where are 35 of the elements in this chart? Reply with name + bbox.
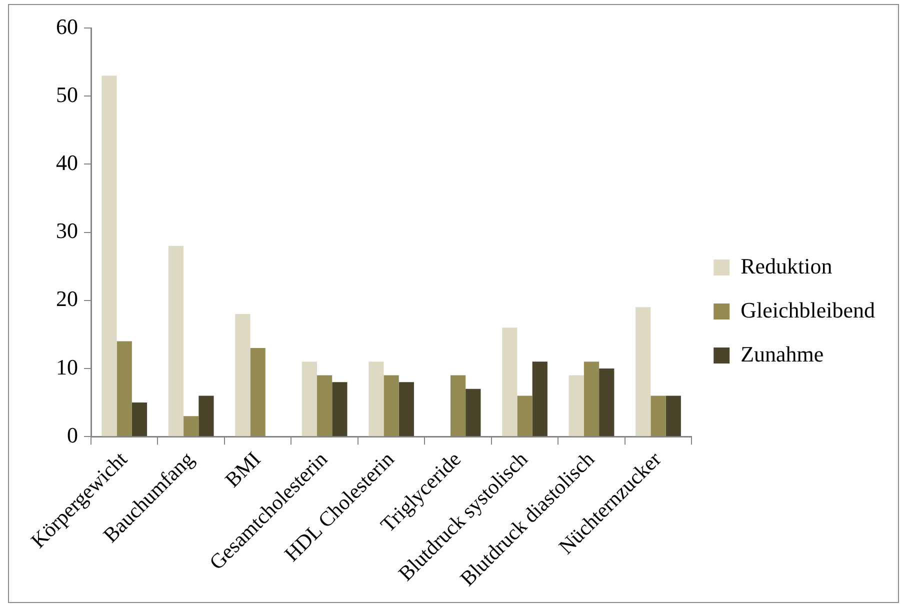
y-tick-label: 30: [56, 218, 78, 244]
y-tick-label: 20: [56, 286, 78, 312]
bar: [450, 375, 466, 436]
bar: [466, 388, 481, 436]
bar: [368, 362, 384, 436]
bar: [250, 348, 266, 436]
bar: [599, 368, 614, 436]
y-tick-label: 60: [56, 14, 78, 39]
bar: [184, 416, 199, 436]
y-tick-label: 50: [56, 82, 78, 107]
bar: [116, 341, 132, 436]
bar: [532, 362, 548, 436]
bar: [398, 382, 414, 436]
bar: [102, 76, 117, 436]
legend-label: Zunahme: [740, 341, 824, 366]
bar: [332, 382, 348, 436]
y-tick-label: 10: [56, 354, 78, 380]
bar: [235, 314, 250, 436]
bar: [636, 307, 651, 436]
bar: [568, 375, 584, 436]
bar: [384, 375, 399, 436]
bar: [132, 402, 148, 436]
bar: [666, 396, 681, 436]
bar: [168, 246, 184, 436]
legend-label: Reduktion: [740, 253, 832, 278]
bar: [198, 396, 214, 436]
bar: [517, 396, 532, 436]
bar: [502, 328, 518, 436]
bar: [317, 375, 332, 436]
bar: [650, 396, 666, 436]
bar: [584, 362, 600, 436]
y-tick-label: 0: [67, 422, 78, 448]
legend-label: Gleichbleibend: [740, 297, 876, 322]
y-tick-label: 40: [56, 150, 78, 175]
bar: [302, 362, 318, 436]
